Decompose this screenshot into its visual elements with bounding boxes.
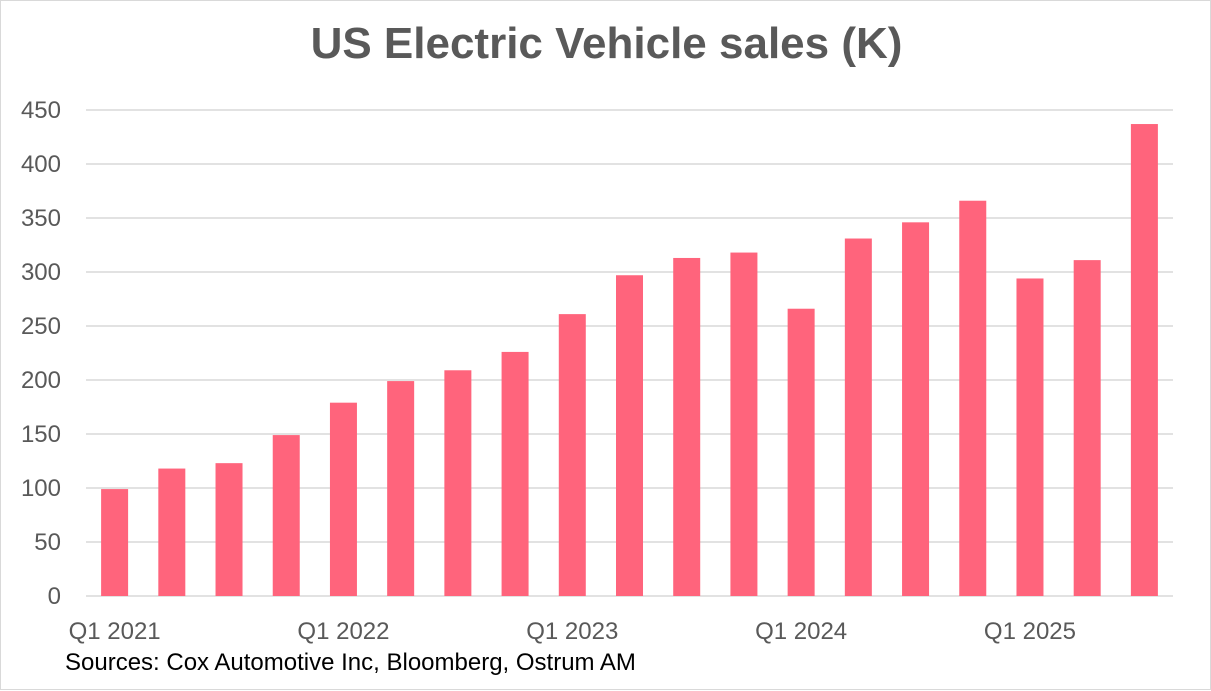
bar-q2-2021 bbox=[158, 468, 186, 596]
bar-q3-2021 bbox=[215, 463, 243, 596]
x-tick-label: Q1 2023 bbox=[526, 618, 618, 645]
bar-q4-2022 bbox=[501, 351, 529, 596]
bar-q4-2021 bbox=[272, 435, 300, 596]
bar-q3-2025 bbox=[1130, 124, 1158, 596]
bar-q3-2022 bbox=[444, 370, 472, 596]
y-tick-label: 200 bbox=[21, 367, 61, 394]
y-tick-label: 300 bbox=[21, 259, 61, 286]
x-tick-label: Q1 2025 bbox=[984, 618, 1076, 645]
y-tick-label: 450 bbox=[21, 97, 61, 124]
bar-q1-2024 bbox=[787, 308, 815, 596]
x-tick-label: Q1 2024 bbox=[755, 618, 847, 645]
source-note: Sources: Cox Automotive Inc, Bloomberg, … bbox=[65, 649, 636, 676]
bar-q4-2023 bbox=[730, 252, 758, 596]
y-tick-label: 250 bbox=[21, 313, 61, 340]
bar-q1-2021 bbox=[101, 489, 129, 596]
x-tick-label: Q1 2022 bbox=[297, 618, 389, 645]
bar-q2-2023 bbox=[616, 275, 643, 596]
bar-q1-2025 bbox=[1016, 278, 1044, 596]
y-tick-label: 150 bbox=[21, 421, 61, 448]
bar-q2-2022 bbox=[387, 381, 415, 596]
bar-q2-2025 bbox=[1073, 260, 1101, 596]
bar-q2-2024 bbox=[844, 238, 872, 596]
y-tick-label: 50 bbox=[34, 529, 61, 556]
y-tick-label: 350 bbox=[21, 205, 61, 232]
bar-q1-2022 bbox=[329, 402, 357, 596]
bar-q3-2023 bbox=[673, 257, 701, 596]
y-tick-label: 100 bbox=[21, 475, 61, 502]
x-tick-label: Q1 2021 bbox=[69, 618, 161, 645]
bar-q1-2023 bbox=[558, 314, 586, 596]
bar-q4-2024 bbox=[959, 200, 987, 596]
y-tick-label: 400 bbox=[21, 151, 61, 178]
bar-q3-2024 bbox=[902, 222, 930, 596]
y-tick-label: 0 bbox=[48, 583, 61, 610]
chart-title: US Electric Vehicle sales (K) bbox=[310, 19, 903, 68]
